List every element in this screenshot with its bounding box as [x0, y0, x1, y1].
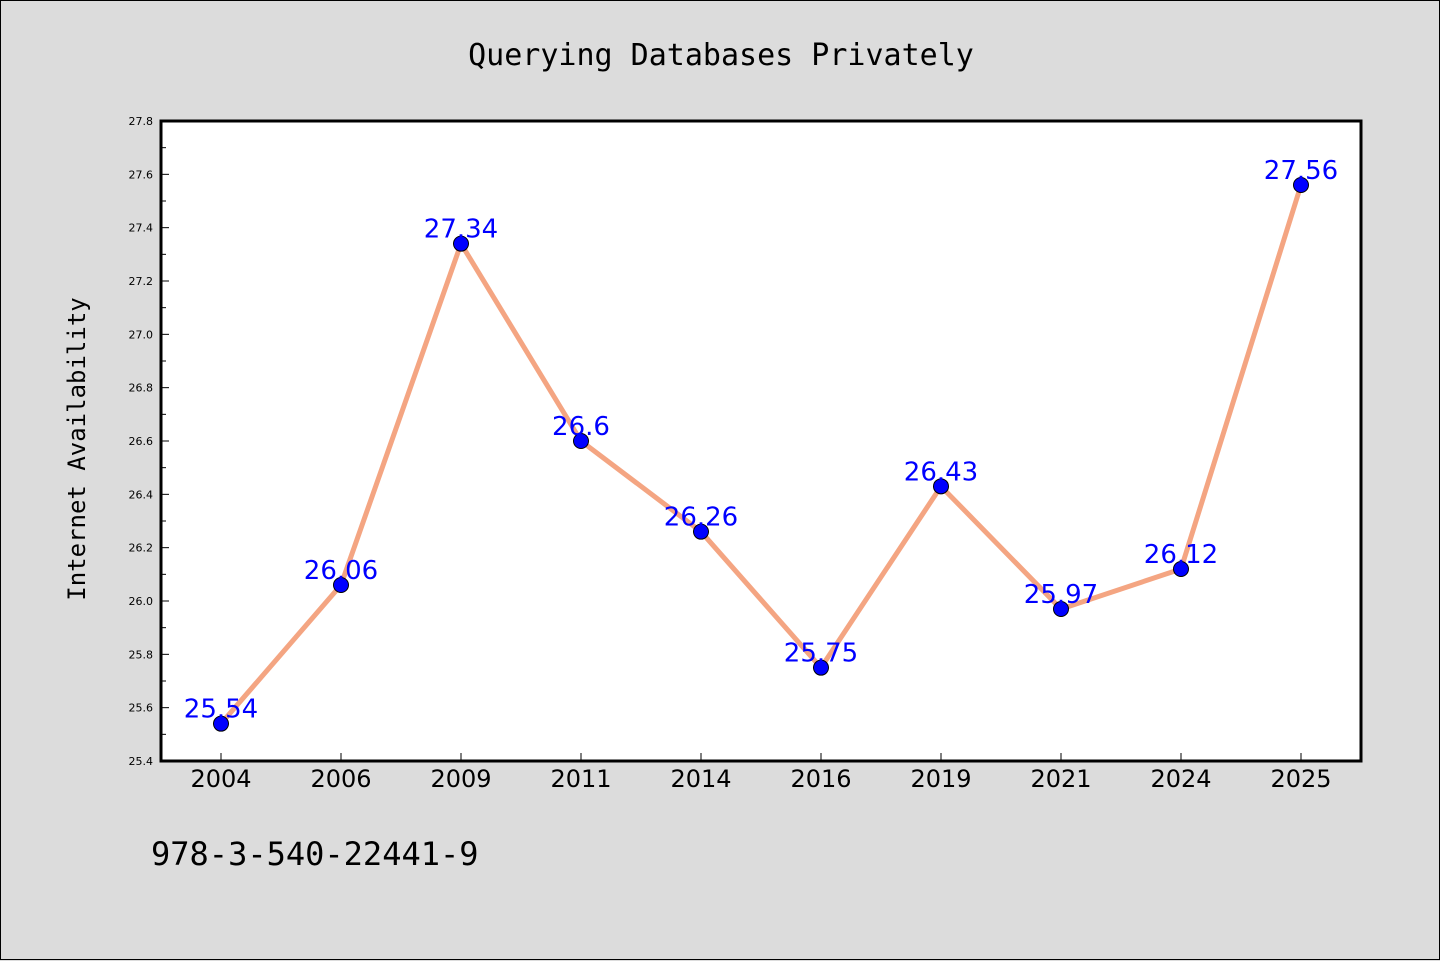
- data-point: [1053, 601, 1069, 617]
- y-tick-label: 26.6: [129, 435, 154, 448]
- chart-title: Querying Databases Privately: [468, 38, 974, 73]
- plot-area: [161, 121, 1361, 761]
- y-tick-label: 26.0: [129, 595, 154, 608]
- series-line: [218, 182, 1304, 727]
- data-point: [693, 523, 709, 540]
- y-tick-label: 25.6: [129, 702, 154, 715]
- x-tick-label: 2006: [310, 765, 371, 793]
- data-label: 26.06: [304, 556, 378, 586]
- y-tick-label: 27.2: [129, 275, 154, 288]
- data-label: 25.54: [184, 695, 258, 725]
- x-tick-label: 2004: [190, 765, 251, 793]
- x-tick-label: 2019: [910, 765, 971, 793]
- x-tick-label: 2024: [1150, 765, 1211, 793]
- data-label: 27.56: [1264, 156, 1338, 186]
- x-tick-label: 2025: [1270, 765, 1331, 793]
- data-point: [1293, 177, 1309, 193]
- data-label: 25.97: [1024, 580, 1098, 610]
- y-tick-label: 27.4: [129, 222, 154, 235]
- data-point: [573, 433, 589, 449]
- y-tick-label: 25.8: [129, 648, 154, 661]
- data-label: 26.26: [664, 503, 738, 533]
- data-label: 26.43: [904, 457, 978, 487]
- x-tick-label: 2009: [430, 765, 491, 793]
- y-axis-label: Internet Availability: [63, 297, 91, 600]
- y-axis-ticks: 25.4 25.6 25.8 26.0 26.2 26.4 26.6 26.8 27.0 27.2…: [129, 115, 169, 768]
- data-point: [813, 659, 829, 676]
- footer-isbn-text: 978-3-540-22441-9: [151, 835, 479, 873]
- y-tick-label: 27.8: [129, 115, 154, 128]
- x-axis-ticks: 2004 2006 2009 2011 2014 2016 2019 2021 2024 2025: [190, 753, 1332, 793]
- y-tick-label: 26.2: [129, 542, 154, 555]
- x-tick-label: 2011: [550, 765, 611, 793]
- y-tick-label: 27.0: [129, 328, 154, 341]
- data-label: 27.34: [424, 215, 498, 245]
- x-tick-label: 2014: [670, 765, 731, 793]
- series-layer: 25.54 26.06 27.34 26.6 26.26 25.75 26.43 25.97 2…: [184, 156, 1338, 732]
- data-point: [933, 478, 949, 495]
- x-tick-label: 2021: [1030, 765, 1091, 793]
- data-point: [453, 235, 469, 252]
- data-label: 25.75: [784, 639, 858, 669]
- y-tick-label: 26.4: [129, 488, 154, 501]
- y-tick-label: 25.4: [129, 755, 154, 768]
- data-point: [213, 715, 229, 732]
- data-point: [333, 577, 349, 593]
- data-label: 26.12: [1144, 540, 1218, 570]
- y-tick-label: 26.8: [129, 382, 154, 395]
- plot-frame: [159, 119, 1363, 763]
- x-tick-label: 2016: [790, 765, 851, 793]
- y-tick-label: 27.6: [129, 168, 154, 181]
- data-point: [1173, 561, 1189, 577]
- data-label: 26.6: [552, 412, 610, 442]
